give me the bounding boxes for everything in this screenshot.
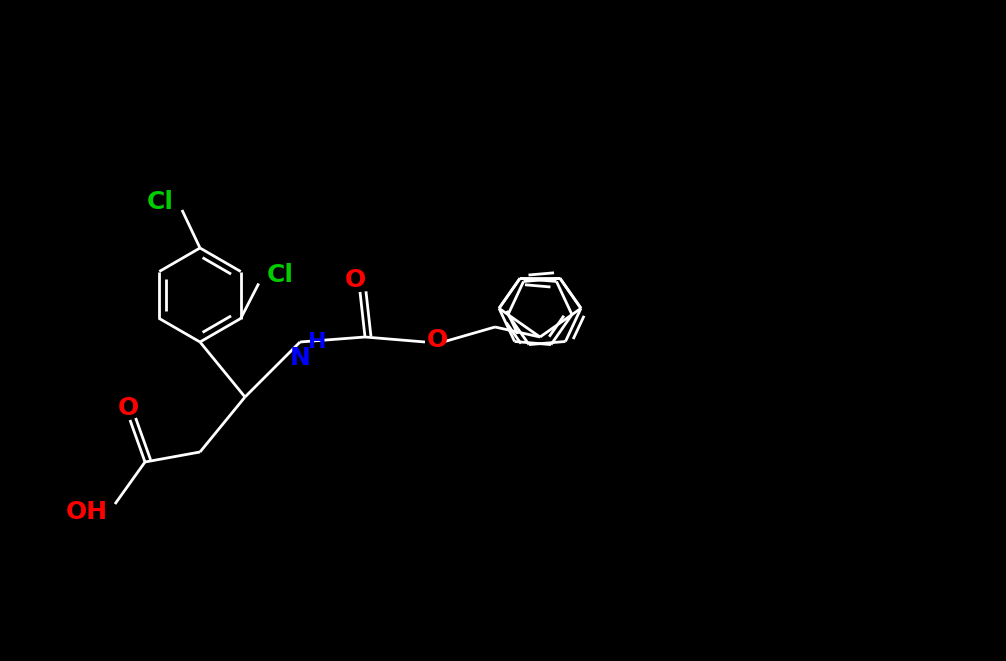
Text: O: O: [427, 328, 448, 352]
Text: Cl: Cl: [147, 190, 173, 214]
Text: O: O: [118, 396, 139, 420]
Text: N: N: [290, 346, 311, 370]
Text: H: H: [308, 332, 327, 352]
Text: OH: OH: [66, 500, 108, 524]
Text: Cl: Cl: [268, 264, 294, 288]
Text: O: O: [344, 268, 365, 292]
